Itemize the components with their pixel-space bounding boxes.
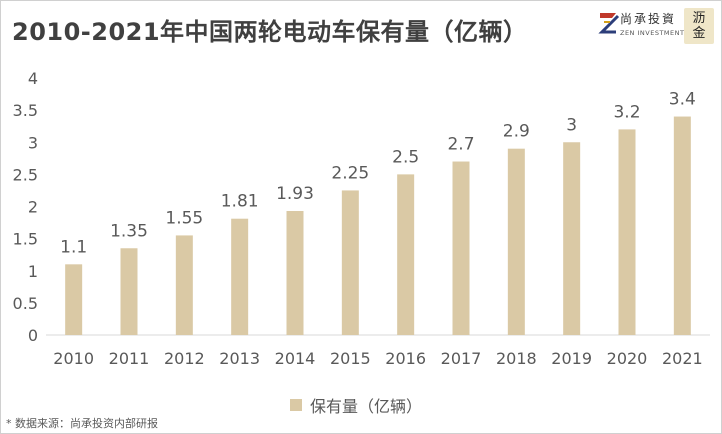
chart-title: 2010-2021年中国两轮电动车保有量（亿辆） (12, 18, 528, 46)
x-tick-label: 2013 (219, 349, 260, 368)
x-tick-label: 2016 (385, 349, 426, 368)
brand-chinese-name: 尚承投資 (620, 12, 677, 26)
y-tick-label: 1.5 (13, 230, 38, 249)
bar-chart: 00.511.522.533.54 2010 2011 2012 2013 2014 20… (13, 69, 710, 368)
x-tick-label: 2018 (496, 349, 537, 368)
bar (65, 264, 83, 335)
x-tick-label: 2017 (441, 349, 482, 368)
bar-series (65, 116, 691, 335)
y-axis: 0 0.5 1 1.5 2 2.5 3 3.5 4 (13, 69, 38, 345)
x-axis: 2010 2011 2012 2013 2014 2015 2016 2017 2018 2019… (46, 334, 710, 368)
x-tick-label: 2021 (662, 349, 703, 368)
y-tick-label: 2.5 (13, 165, 38, 184)
bar (231, 218, 249, 335)
data-label: 3.2 (613, 102, 640, 122)
bar (341, 190, 359, 335)
y-tick-label: 2 (28, 198, 38, 217)
x-tick-label: 2014 (275, 349, 316, 368)
data-label: 2.5 (392, 147, 419, 167)
legend: 保有量（亿辆） (290, 393, 422, 417)
y-tick-label: 3.5 (13, 101, 38, 120)
data-label: 1.93 (276, 184, 314, 204)
bar (286, 210, 304, 335)
data-label: 3 (566, 115, 577, 135)
bar (673, 116, 691, 335)
y-tick-label: 0 (28, 326, 38, 345)
x-tick-label: 2019 (551, 349, 592, 368)
x-tick-label: 2020 (607, 349, 648, 368)
bar (563, 142, 581, 335)
data-label: 1.1 (60, 237, 87, 257)
data-label: 2.25 (331, 163, 369, 183)
y-tick-label: 3 (28, 133, 38, 152)
bar (397, 174, 415, 335)
legend-label: 保有量（亿辆） (310, 397, 423, 416)
data-label: 1.55 (165, 208, 203, 228)
legend-swatch (290, 399, 302, 411)
bar (175, 235, 193, 335)
data-label: 2.7 (447, 135, 474, 155)
seal-stamp: 沥 金 (684, 8, 714, 44)
data-label: 1.35 (110, 221, 148, 241)
bar (452, 161, 470, 335)
brand-logo: 尚承投資 ZEN INVESTMENT 沥 金 (598, 8, 716, 50)
y-tick-label: 0.5 (13, 294, 38, 313)
data-labels: 1.1 1.35 1.55 1.81 1.93 2.25 2.5 2.7 2.9 3 3.2 3.4 (60, 90, 696, 258)
x-tick-label: 2011 (109, 349, 150, 368)
data-source-footnote: * 数据来源：尚承投资内部研报 (6, 417, 158, 430)
bar (120, 248, 138, 335)
bar (507, 148, 525, 335)
bar (618, 129, 636, 335)
x-tick-label: 2015 (330, 349, 371, 368)
y-tick-label: 1 (28, 262, 38, 281)
data-label: 3.4 (669, 90, 696, 110)
y-tick-label: 4 (28, 69, 38, 88)
data-label: 1.81 (221, 192, 259, 212)
data-label: 2.9 (503, 122, 530, 142)
x-tick-label: 2010 (53, 349, 94, 368)
brand-english-name: ZEN INVESTMENT (620, 29, 685, 37)
zen-logo-icon (598, 13, 620, 34)
x-tick-label: 2012 (164, 349, 205, 368)
